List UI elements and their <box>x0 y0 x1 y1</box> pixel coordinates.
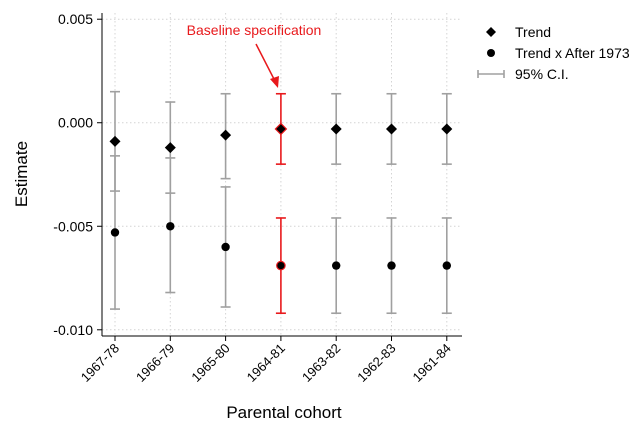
y-tick-label: 0.005 <box>58 11 93 27</box>
y-tick-label: 0.000 <box>58 115 93 131</box>
trend-after-1973-marker <box>332 261 341 270</box>
trend-after-1973-marker <box>276 260 286 271</box>
trend-after-1973-marker <box>221 242 230 252</box>
legend-label: 95% C.I. <box>515 66 569 82</box>
trend-marker <box>220 129 232 141</box>
legend-label: Trend x After 1973 <box>515 45 630 61</box>
legend-trend-symbol <box>486 27 496 37</box>
trend-after-1973-marker <box>110 228 120 237</box>
x-axis-title: Parental cohort <box>226 403 342 422</box>
trend-after-1973-marker <box>387 261 396 270</box>
y-tick-label: -0.010 <box>53 322 93 338</box>
y-tick-label: -0.005 <box>53 218 93 234</box>
trend-marker <box>164 142 176 154</box>
y-axis-title: Estimate <box>12 141 31 207</box>
legend-trend-after-symbol <box>487 49 495 57</box>
trend-marker <box>109 135 121 147</box>
annotation-arrow <box>255 43 277 84</box>
legend-label: Trend <box>515 24 551 40</box>
trend-marker <box>386 123 397 135</box>
trend-after-1973-marker <box>442 261 451 270</box>
annotation-label: Baseline specification <box>187 22 322 38</box>
trend-marker <box>274 122 288 136</box>
trend-marker <box>330 123 342 135</box>
trend-after-1973-marker <box>166 222 175 231</box>
trend-marker <box>441 123 453 135</box>
annotation: Baseline specification <box>187 22 322 88</box>
data-markers <box>109 122 453 271</box>
annotation-arrowhead <box>270 76 279 88</box>
legend: Trend Trend x After 1973 95% C.I. <box>477 24 630 82</box>
